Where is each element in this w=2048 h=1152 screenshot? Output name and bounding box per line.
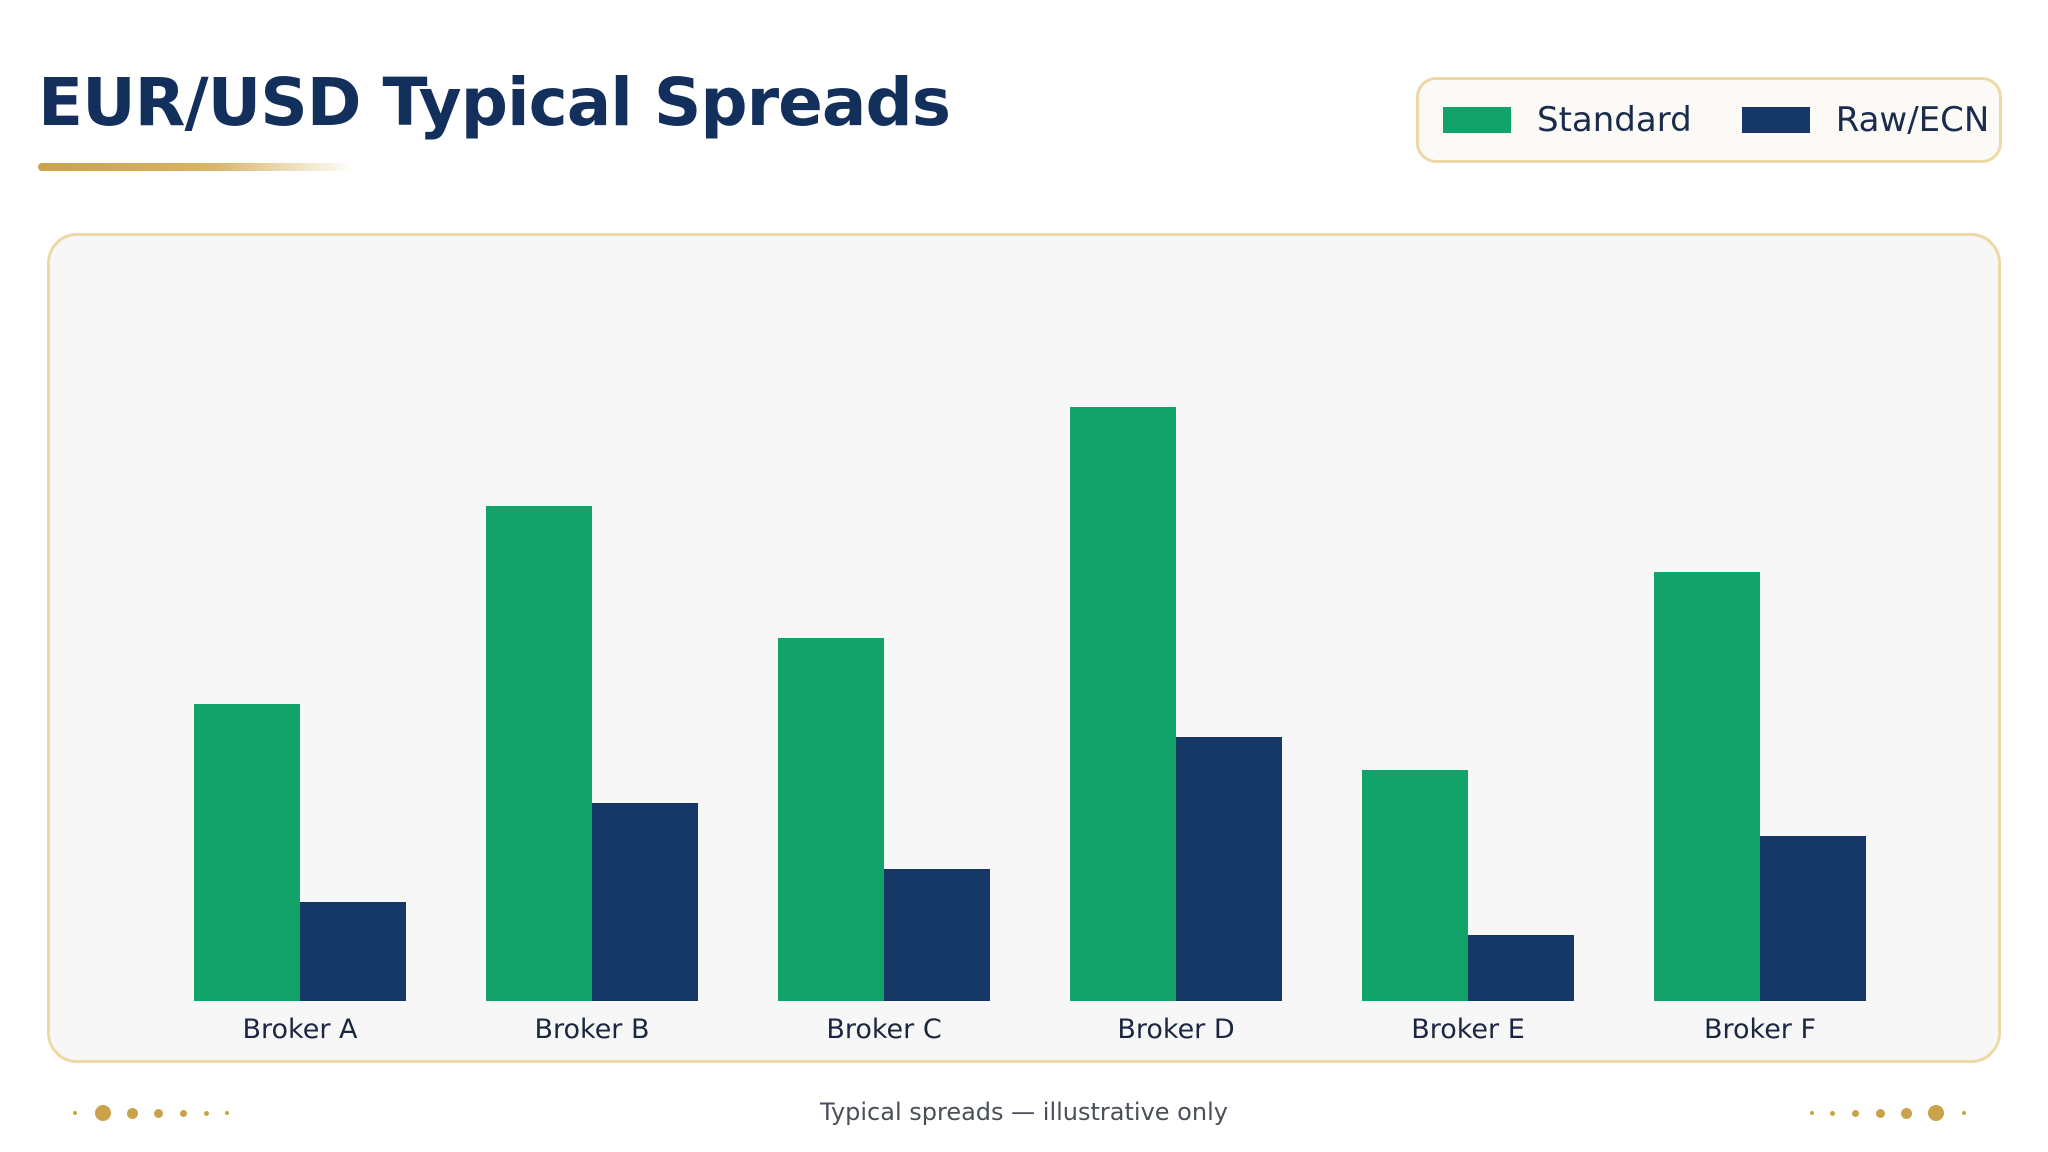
bar-standard-broker-f	[1654, 572, 1760, 1001]
decor-dot	[1852, 1109, 1859, 1117]
bar-raw-ecn-broker-f	[1760, 836, 1866, 1001]
bar-raw-ecn-broker-d	[1176, 737, 1282, 1001]
legend-item-standard: Standard	[1443, 100, 1692, 140]
bar-raw-ecn-broker-c	[884, 869, 990, 1001]
bar-standard-broker-c	[778, 638, 884, 1001]
bar-chart: Broker A Broker B Broker C Broker D Broker E…	[194, 407, 1866, 1045]
decor-dot	[204, 1110, 209, 1116]
page-title: EUR/USD Typical Spreads	[38, 64, 951, 141]
decor-dot	[1901, 1107, 1912, 1119]
bar-raw-ecn-broker-b	[592, 803, 698, 1001]
decor-dot	[127, 1107, 138, 1119]
x-tick-label: Broker E	[1411, 1014, 1525, 1045]
bar-raw-ecn-broker-a	[300, 902, 406, 1001]
title-underline	[38, 163, 354, 171]
x-tick-label: Broker C	[826, 1014, 941, 1045]
bar-raw-ecn-broker-e	[1468, 935, 1574, 1001]
decor-dot	[95, 1105, 111, 1121]
decor-dot	[180, 1109, 187, 1117]
bar-standard-broker-e	[1362, 770, 1468, 1001]
legend-swatch-raw-ecn	[1741, 107, 1810, 133]
decor-dot	[1830, 1110, 1835, 1116]
legend-label-standard: Standard	[1537, 100, 1692, 140]
x-tick-label: Broker D	[1117, 1014, 1234, 1045]
decor-dot	[225, 1111, 229, 1115]
x-tick-label: Broker B	[534, 1014, 649, 1045]
x-tick-label: Broker A	[243, 1014, 359, 1045]
decor-dot	[1928, 1105, 1944, 1121]
bar-standard-broker-d	[1070, 407, 1176, 1001]
x-tick-label: Broker F	[1704, 1014, 1816, 1045]
legend-item-raw-ecn: Raw/ECN	[1741, 100, 1990, 140]
decor-dot	[1962, 1111, 1966, 1115]
legend-swatch-standard	[1443, 107, 1511, 133]
chart-legend: Standard Raw/ECN	[1416, 77, 2002, 163]
chart-panel: Broker A Broker B Broker C Broker D Broker E…	[47, 233, 2001, 1063]
decor-dot	[1810, 1111, 1814, 1115]
legend-label-raw-ecn: Raw/ECN	[1835, 100, 1990, 140]
decor-dot	[73, 1111, 77, 1115]
decor-dot	[154, 1108, 163, 1118]
footer-dots-right	[1810, 1103, 1966, 1123]
bar-standard-broker-b	[486, 506, 592, 1001]
bar-standard-broker-a	[194, 704, 300, 1001]
footer-dots-left	[73, 1103, 229, 1123]
decor-dot	[1876, 1108, 1885, 1118]
footer-note: Typical spreads — illustrative only	[820, 1098, 1228, 1126]
